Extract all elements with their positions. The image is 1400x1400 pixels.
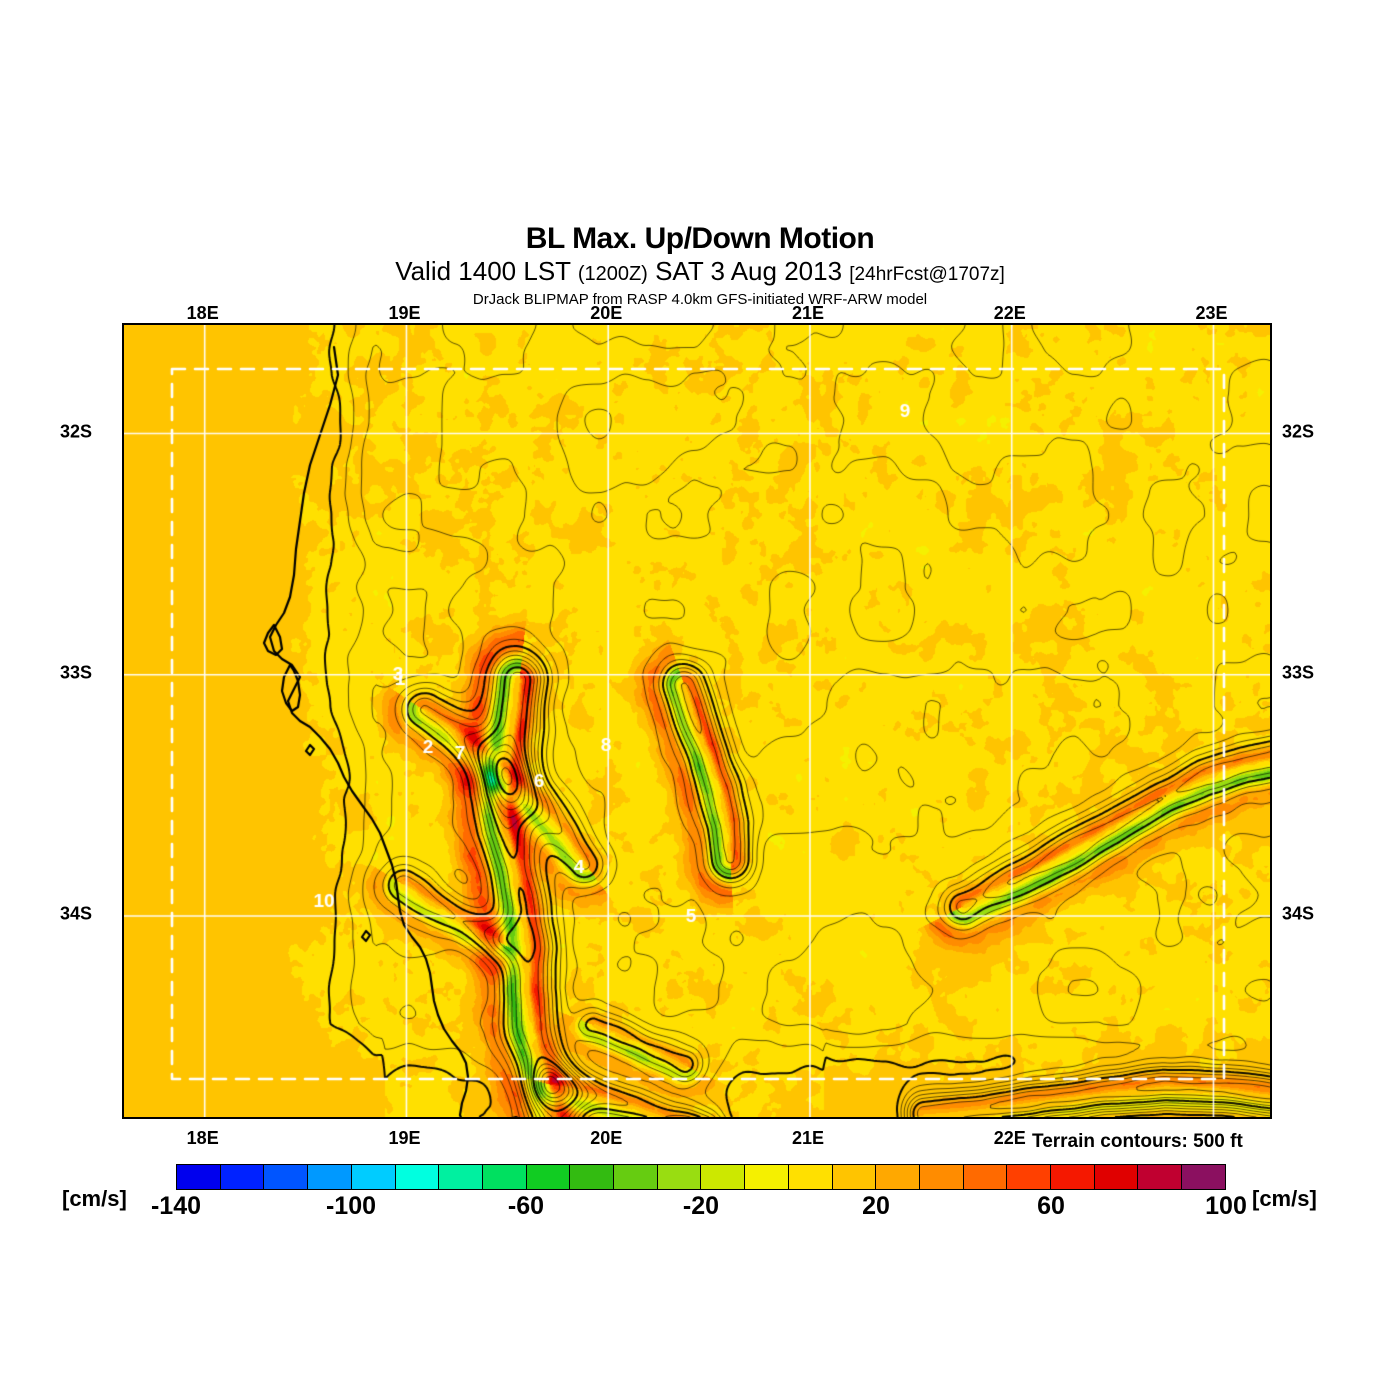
colorbar-swatch-19 bbox=[1007, 1165, 1052, 1189]
model-subtitle: DrJack BLIPMAP from RASP 4.0km GFS-initi… bbox=[472, 291, 928, 308]
colorbar-swatch-0 bbox=[177, 1165, 221, 1189]
map-raster bbox=[124, 325, 1270, 1117]
colorbar-unit-left: [cm/s] bbox=[62, 1186, 127, 1211]
lon-label-top-22E: 22E bbox=[993, 303, 1026, 323]
colorbar-unit-right: [cm/s] bbox=[1252, 1186, 1317, 1211]
valid-prefix: Valid 1400 LST bbox=[395, 256, 571, 286]
colorbar-swatch-15 bbox=[832, 1165, 877, 1189]
colorbar-swatch-22 bbox=[1138, 1165, 1183, 1189]
colorbar-swatch-8 bbox=[526, 1165, 571, 1189]
colorbar-tick-6: 100 bbox=[1205, 1192, 1247, 1220]
valid-date: SAT 3 Aug 2013 bbox=[655, 256, 843, 286]
forecast-tag: [24hrFcst@1707z] bbox=[849, 264, 1005, 285]
colorbar-tick-3: -20 bbox=[682, 1192, 720, 1220]
colorbar-swatch-23 bbox=[1182, 1165, 1225, 1189]
colorbar-swatch-18 bbox=[963, 1165, 1008, 1189]
lon-label-bottom-22E: 22E bbox=[993, 1128, 1026, 1148]
colorbar-swatch-9 bbox=[570, 1165, 615, 1189]
colorbar-swatch-14 bbox=[788, 1165, 833, 1189]
lon-label-bottom-20E: 20E bbox=[590, 1128, 623, 1148]
lat-label-left-34S: 34S bbox=[60, 903, 93, 924]
colorbar-swatch-13 bbox=[745, 1165, 789, 1189]
lon-label-top-20E: 20E bbox=[590, 303, 623, 323]
lat-label-left-32S: 32S bbox=[60, 421, 93, 442]
colorbar-swatch-20 bbox=[1051, 1165, 1095, 1189]
lat-label-right-33S: 33S bbox=[1282, 662, 1315, 683]
colorbar-swatch-16 bbox=[876, 1165, 920, 1189]
title-block: BL Max. Up/Down Motion Valid 1400 LST (1… bbox=[0, 222, 1400, 309]
colorbar-swatch-1 bbox=[220, 1165, 265, 1189]
colorbar-swatch-3 bbox=[308, 1165, 352, 1189]
lon-label-bottom-19E: 19E bbox=[388, 1128, 421, 1148]
colorbar-swatch-10 bbox=[614, 1165, 658, 1189]
colorbar-tick-5: 60 bbox=[1037, 1192, 1065, 1220]
terrain-contour-note: Terrain contours: 500 ft bbox=[1032, 1131, 1243, 1152]
lat-label-left-33S: 33S bbox=[60, 662, 93, 683]
colorbar-tick-4: 20 bbox=[862, 1192, 890, 1220]
lat-label-right-34S: 34S bbox=[1282, 903, 1315, 924]
colorbar-swatch-11 bbox=[657, 1165, 702, 1189]
lon-label-top-23E: 23E bbox=[1195, 303, 1228, 323]
colorbar-swatch-17 bbox=[919, 1165, 964, 1189]
colorbar-swatch-5 bbox=[395, 1165, 440, 1189]
lon-label-bottom-18E: 18E bbox=[186, 1128, 219, 1148]
lon-label-top-18E: 18E bbox=[186, 303, 219, 323]
colorbar-swatch-12 bbox=[701, 1165, 746, 1189]
colorbar-tick-1: -100 bbox=[325, 1192, 377, 1220]
colorbar-swatch-2 bbox=[264, 1165, 309, 1189]
lat-label-right-32S: 32S bbox=[1282, 421, 1315, 442]
colorbar-swatch-4 bbox=[351, 1165, 396, 1189]
weather-map[interactable] bbox=[122, 323, 1272, 1119]
colorbar-swatch-7 bbox=[482, 1165, 527, 1189]
valid-time-line: Valid 1400 LST (1200Z) SAT 3 Aug 2013 [2… bbox=[0, 256, 1400, 290]
colorbar-swatch-21 bbox=[1094, 1165, 1139, 1189]
colorbar-tick-2: -60 bbox=[507, 1192, 545, 1220]
page-title: BL Max. Up/Down Motion bbox=[525, 222, 875, 255]
lon-label-top-21E: 21E bbox=[791, 303, 824, 323]
colorbar bbox=[176, 1164, 1226, 1190]
lon-label-top-19E: 19E bbox=[388, 303, 421, 323]
valid-zulu: (1200Z) bbox=[577, 263, 648, 285]
lon-label-bottom-21E: 21E bbox=[791, 1128, 824, 1148]
colorbar-swatch-6 bbox=[439, 1165, 483, 1189]
colorbar-tick-0: -140 bbox=[150, 1192, 202, 1220]
